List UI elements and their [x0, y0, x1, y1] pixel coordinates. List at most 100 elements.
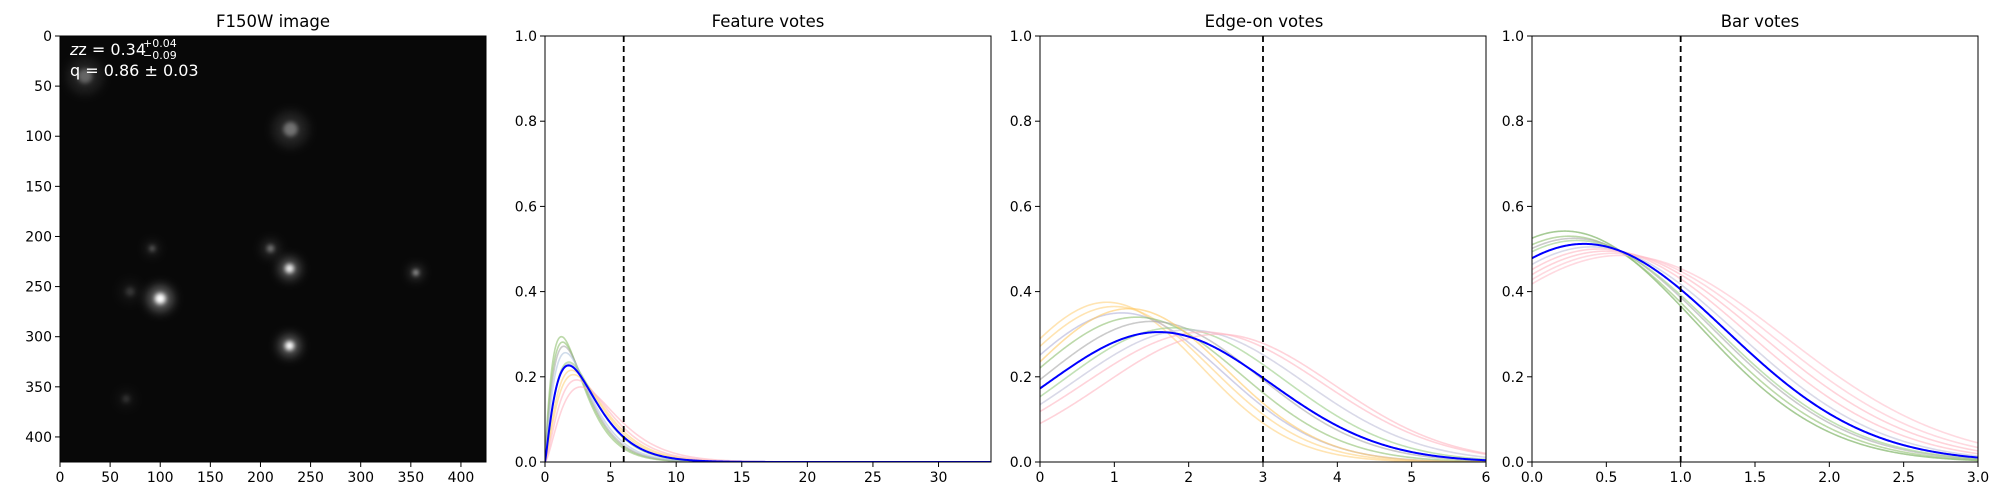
x-tick-label: 200 [247, 470, 274, 486]
panel-image: F150W image zz = 0.34 +0.04 −0.09 q = 0.… [25, 12, 487, 486]
y-tick-label: 0.6 [515, 199, 537, 215]
source-core [413, 269, 419, 276]
x-tick-label: 10 [667, 470, 685, 486]
x-tick-label: 15 [733, 470, 751, 486]
redshift-annotation: zz = 0.34 [69, 40, 146, 59]
x-tick-label: 150 [197, 470, 224, 486]
sample-curve [1040, 307, 1486, 462]
y-tick-label: 300 [25, 330, 52, 346]
y-tick-label: 0 [43, 29, 52, 45]
y-tick-label: 0.4 [1502, 285, 1524, 301]
x-tick-label: 100 [147, 470, 174, 486]
x-tick-label: 5 [606, 470, 615, 486]
panel-feature-votes: Feature votes 0 5 10 15 20 25 30 0.0 0.2 0.4 0.6 0.… [515, 12, 992, 486]
sample-curve [1532, 237, 1978, 460]
image-axes: 0 50 100 150 200 250 300 350 400 0 50 100 150 200 250 3… [25, 29, 474, 486]
x-tick-label: 6 [1482, 470, 1491, 486]
image-sources [67, 58, 423, 408]
y-tick-label: 0.0 [515, 455, 537, 471]
sample-curve [1532, 239, 1978, 460]
y-tick-label: 0.4 [1010, 285, 1032, 301]
y-tick-label: 0.8 [1502, 114, 1524, 130]
x-tick-label: 30 [930, 470, 948, 486]
y-tick-label: 0.2 [1010, 370, 1032, 386]
edge-on-votes-title: Edge-on votes [1205, 12, 1324, 31]
x-tick-label: 50 [101, 470, 119, 486]
x-tick-label: 250 [297, 470, 324, 486]
sample-curve [1532, 252, 1978, 449]
x-tick-label: 0.5 [1595, 470, 1617, 486]
y-tick-label: 0.2 [515, 370, 537, 386]
image-frame [59, 35, 487, 463]
x-tick-label: 1.0 [1670, 470, 1692, 486]
y-tick-label: 0.8 [1010, 114, 1032, 130]
y-tick-label: 0.0 [1010, 455, 1032, 471]
x-tick-label: 2 [1184, 470, 1193, 486]
panel-bar-votes: Bar votes 0.0 0.5 1.0 1.5 2.0 2.5 3.0 0.0 0.2 0.4… [1502, 12, 1989, 486]
y-tick-label: 0.8 [515, 114, 537, 130]
y-tick-label: 350 [25, 380, 52, 396]
x-tick-label: 300 [347, 470, 374, 486]
source-core [283, 122, 298, 137]
y-tick-label: 50 [34, 79, 52, 95]
mean-curve [1532, 242, 1978, 459]
sample-curve [1532, 230, 1978, 462]
x-tick-label: 2.0 [1818, 470, 1840, 486]
x-tick-label: 0 [1036, 470, 1045, 486]
bar-votes-title: Bar votes [1721, 12, 1800, 31]
sample-curve [1532, 248, 1978, 455]
sample-curve [1040, 316, 1486, 462]
x-tick-label: 0.0 [1521, 470, 1543, 486]
x-tick-label: 1.5 [1744, 470, 1766, 486]
source-core [266, 244, 275, 253]
x-tick-label: 350 [397, 470, 424, 486]
redshift-lower-error: −0.09 [143, 49, 177, 62]
image-title: F150W image [216, 12, 330, 31]
sample-curve [1040, 333, 1486, 455]
panel-edge-on-votes: Edge-on votes 0 1 2 3 4 5 6 0.0 0.2 0.4 0.6 0.8 1.0 [1010, 12, 1491, 486]
x-tick-label: 20 [798, 470, 816, 486]
x-tick-label: 1 [1110, 470, 1119, 486]
y-tick-label: 250 [25, 280, 52, 296]
feature-votes-title: Feature votes [712, 12, 825, 31]
plot-area [545, 36, 991, 462]
sample-curve [1532, 250, 1978, 452]
curves [1532, 230, 1978, 462]
y-tick-label: 150 [25, 179, 52, 195]
y-tick-label: 0.4 [515, 285, 537, 301]
redshift-upper-error: +0.04 [143, 37, 177, 50]
y-tick-label: 0.0 [1502, 455, 1524, 471]
source-core [149, 245, 155, 252]
x-tick-label: 0 [541, 470, 550, 486]
sample-curve [1532, 246, 1978, 457]
y-tick-label: 0.6 [1010, 199, 1032, 215]
source-core [154, 293, 166, 305]
feature-votes-plot: 0 5 10 15 20 25 30 0.0 0.2 0.4 0.6 0.8 1.0 [515, 29, 992, 486]
x-tick-label: 0 [56, 470, 65, 486]
sample-curve [1532, 254, 1978, 444]
source-core [77, 68, 93, 84]
y-tick-label: 400 [25, 430, 52, 446]
x-tick-label: 2.5 [1893, 470, 1915, 486]
sample-curve [1040, 327, 1486, 461]
y-tick-label: 1.0 [515, 29, 537, 45]
axes-frame [544, 35, 992, 463]
source-core [285, 341, 295, 351]
x-tick-label: 400 [448, 470, 475, 486]
x-tick-label: 3 [1259, 470, 1268, 486]
bar-votes-plot: 0.0 0.5 1.0 1.5 2.0 2.5 3.0 0.0 0.2 0.4 0.6 0.8 1.0 [1502, 29, 1989, 486]
y-tick-label: 100 [25, 129, 52, 145]
y-tick-label: 200 [25, 229, 52, 245]
y-tick-label: 1.0 [1502, 29, 1524, 45]
redshift-value: z = 0.34 [78, 40, 146, 59]
source-core [285, 264, 295, 274]
source-core [125, 287, 135, 297]
x-tick-label: 3.0 [1967, 470, 1989, 486]
y-tick-label: 0.6 [1502, 199, 1524, 215]
sample-curve [1040, 329, 1486, 459]
axis-ratio-annotation: q = 0.86 ± 0.03 [70, 61, 199, 80]
source-core [122, 395, 130, 403]
y-tick-label: 1.0 [1010, 29, 1032, 45]
x-tick-label: 4 [1333, 470, 1342, 486]
